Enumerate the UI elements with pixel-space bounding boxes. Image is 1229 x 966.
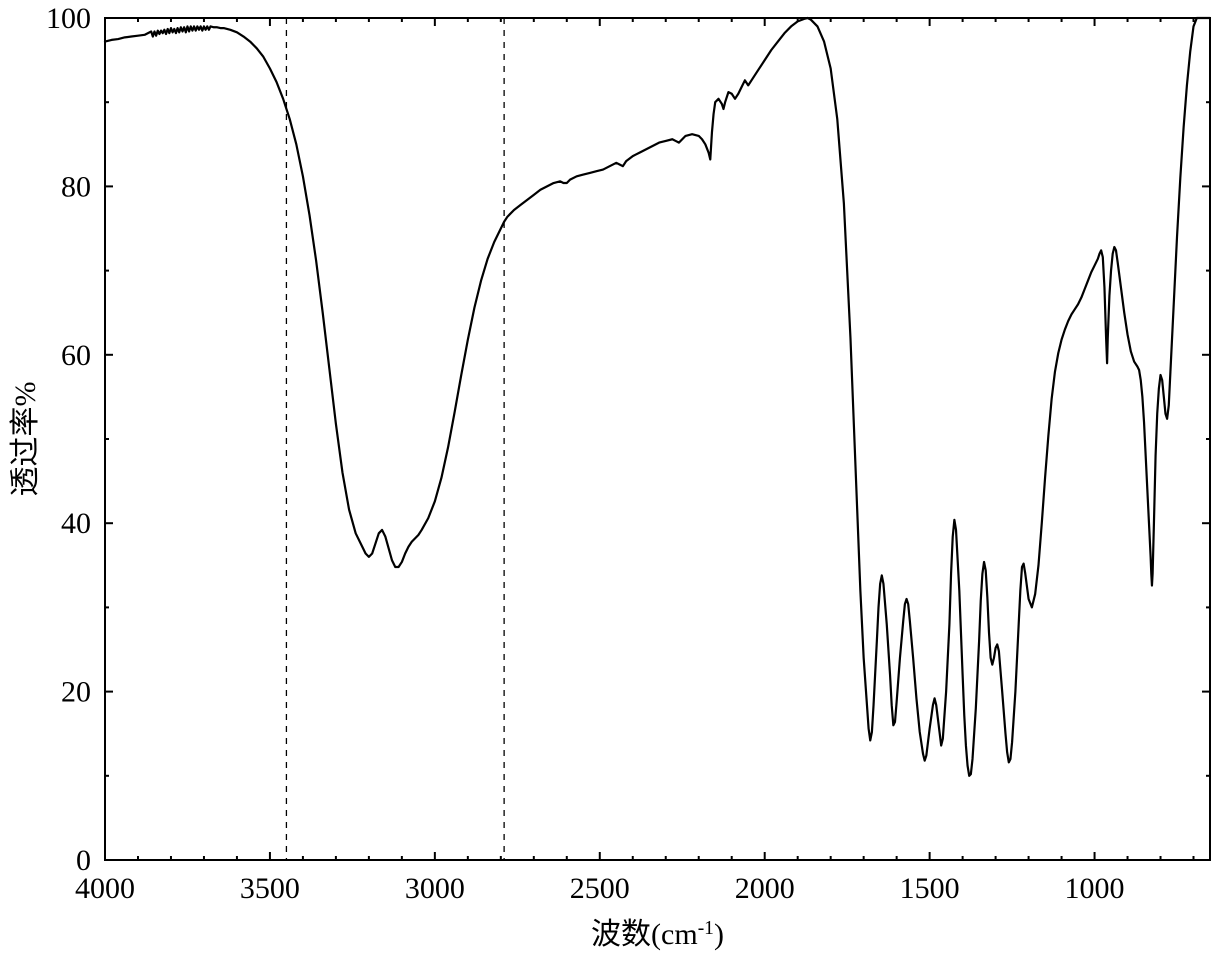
y-tick-label: 40 <box>61 507 91 540</box>
y-tick-label: 80 <box>61 170 91 203</box>
x-tick-label: 2500 <box>570 872 630 905</box>
y-tick-label: 20 <box>61 676 91 709</box>
y-axis-label: 透过率% <box>9 382 42 497</box>
x-tick-label: 1500 <box>900 872 960 905</box>
x-tick-label: 1000 <box>1065 872 1125 905</box>
chart-container: 4000350030002500200015001000020406080100… <box>0 0 1229 966</box>
y-tick-label: 100 <box>46 2 91 35</box>
y-tick-label: 60 <box>61 339 91 372</box>
x-tick-label: 3000 <box>405 872 465 905</box>
x-tick-label: 3500 <box>240 872 300 905</box>
y-tick-label: 0 <box>76 844 91 877</box>
ir-spectrum-chart: 4000350030002500200015001000020406080100… <box>0 0 1229 966</box>
x-tick-label: 2000 <box>735 872 795 905</box>
